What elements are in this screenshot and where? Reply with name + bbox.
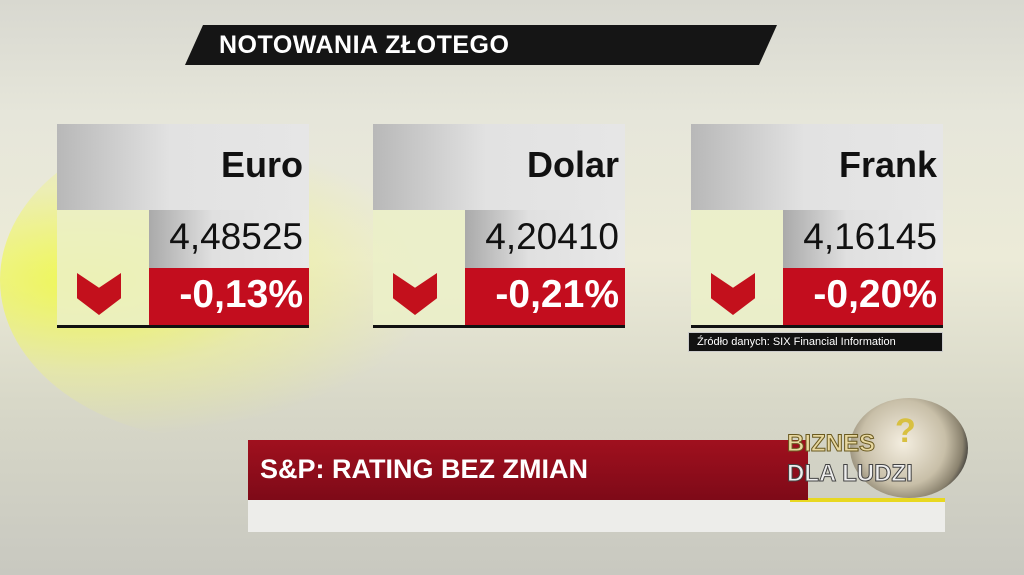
currency-change: -0,20% <box>813 273 937 316</box>
currency-name: Euro <box>220 144 303 185</box>
ticker-accent-line <box>790 498 945 502</box>
ticker-ribbon: S&P: RATING BEZ ZMIAN <box>248 440 808 500</box>
currency-change: -0,13% <box>179 273 303 316</box>
currency-rate: 4,20410 <box>485 216 619 257</box>
page-title: NOTOWANIA ZŁOTEGO <box>219 31 510 59</box>
currency-panel-euro: Euro 4,48525 -0,13% <box>57 124 309 328</box>
rate-cell: 4,20410 <box>465 210 625 268</box>
data-source-text: Źródło danych: SIX Financial Information <box>697 336 896 348</box>
logo-line1: BIZNES <box>786 430 876 458</box>
question-mark-icon: ? <box>895 412 916 450</box>
header-bar: NOTOWANIA ZŁOTEGO <box>185 25 777 65</box>
change-cell: -0,20% <box>783 268 943 325</box>
currency-name: Frank <box>838 144 937 185</box>
currency-change: -0,21% <box>495 273 619 316</box>
logo-line2: DLA LUDZI <box>787 460 914 488</box>
rate-cell: 4,48525 <box>149 210 309 268</box>
currency-rate: 4,16145 <box>803 216 937 257</box>
change-cell: -0,21% <box>465 268 625 325</box>
name-cell: Frank <box>691 124 943 210</box>
data-source: Źródło danych: SIX Financial Information <box>688 332 943 352</box>
currency-name: Dolar <box>526 144 619 185</box>
ticker-headline: S&P: RATING BEZ ZMIAN <box>260 454 588 484</box>
logo-coin-icon <box>850 398 968 498</box>
change-cell: -0,13% <box>149 268 309 325</box>
name-cell: Euro <box>57 124 309 210</box>
currency-panel-frank: Frank 4,16145 -0,20% <box>691 124 943 328</box>
currency-rate: 4,48525 <box>169 216 303 257</box>
ticker-underbar <box>248 500 945 532</box>
rate-cell: 4,16145 <box>783 210 943 268</box>
currency-panel-dolar: Dolar 4,20410 -0,21% <box>373 124 625 328</box>
name-cell: Dolar <box>373 124 625 210</box>
